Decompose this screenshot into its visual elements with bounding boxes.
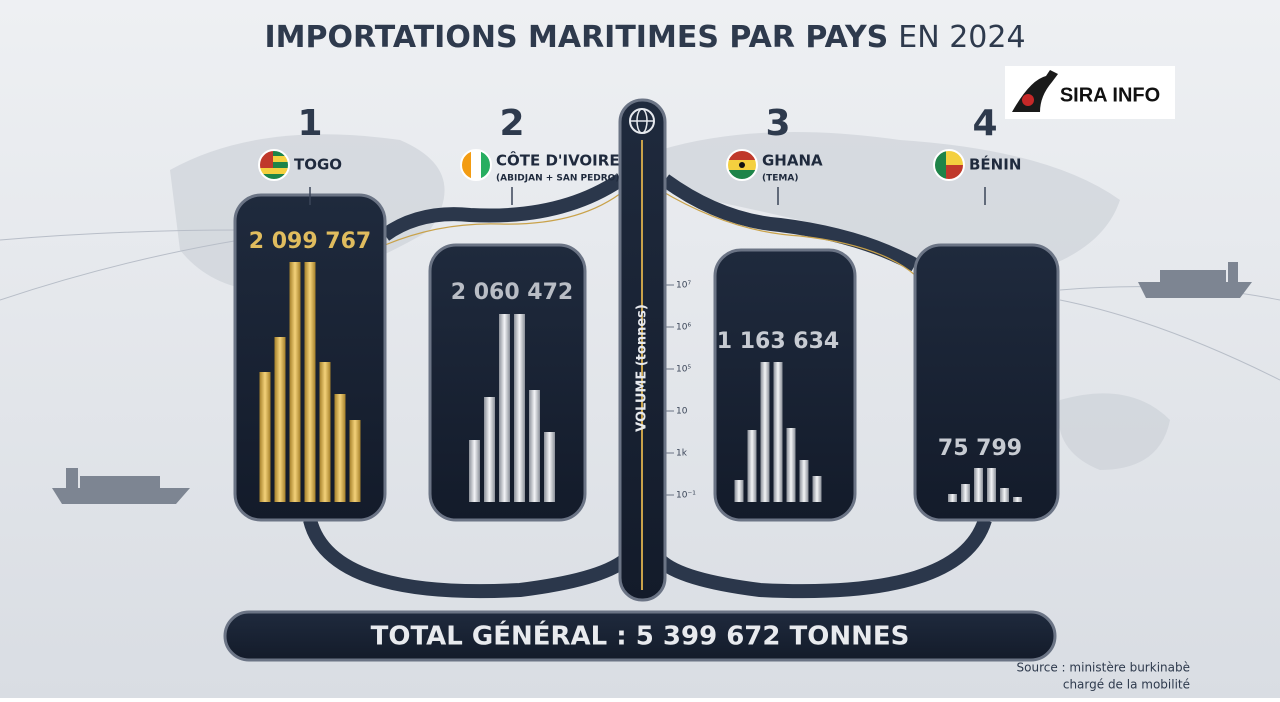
flag bbox=[726, 149, 758, 181]
flag-part bbox=[727, 150, 757, 160]
value: 1 163 634 bbox=[717, 329, 839, 354]
decorative-bar bbox=[289, 262, 301, 502]
logo-text: SIRA INFO bbox=[1060, 84, 1160, 106]
total-bar bbox=[223, 610, 1057, 662]
decorative-bar bbox=[961, 484, 970, 502]
country-name: CÔTE D'IVOIRE bbox=[496, 151, 620, 170]
flag-part bbox=[471, 150, 481, 180]
source: Source : ministère burkinabè bbox=[1017, 661, 1190, 675]
value: 2 060 472 bbox=[451, 280, 573, 305]
decorative-bar bbox=[499, 314, 510, 502]
title-main: IMPORTATIONS MARITIMES PAR PAYS bbox=[264, 20, 888, 55]
gold-lines bbox=[384, 189, 916, 276]
scale-tick-label: 10⁻¹ bbox=[676, 491, 696, 501]
country-headers: 1 TOGO 2 099 767 2 CÔTE D'IVOIRE (ABIDJAN + S… bbox=[249, 103, 1022, 461]
scale-tick-label: 1k bbox=[676, 449, 688, 459]
flag-ring bbox=[933, 149, 965, 181]
logo: SIRA INFO bbox=[1005, 66, 1175, 119]
flag-part bbox=[259, 150, 289, 156]
flag-part bbox=[481, 150, 491, 180]
flag-part bbox=[259, 162, 289, 168]
decorative-bar bbox=[974, 468, 983, 502]
decorative-bar bbox=[349, 420, 361, 502]
decorative-bar bbox=[484, 397, 495, 502]
flag bbox=[933, 149, 965, 181]
decorative-bar bbox=[514, 314, 525, 502]
decorative-bar bbox=[319, 362, 331, 502]
flag-ring bbox=[726, 149, 758, 181]
logo-icon bbox=[1022, 94, 1034, 106]
source: chargé de la mobilité bbox=[1063, 678, 1190, 692]
scale-tick-label: 10 bbox=[676, 407, 688, 417]
decorative-bar bbox=[259, 372, 271, 502]
decorative-bar bbox=[812, 476, 822, 502]
country-name: GHANA bbox=[762, 152, 823, 170]
flag-ring bbox=[258, 149, 290, 181]
scale-tick-label: 10⁵ bbox=[676, 365, 691, 375]
scale-ticks: 10⁷ 10⁶ 10⁵ 10 1k 10⁻¹ bbox=[666, 281, 696, 501]
flag-part bbox=[727, 170, 757, 180]
rank: 2 bbox=[499, 103, 524, 144]
country-detail: (TEMA) bbox=[762, 174, 798, 184]
flag-part bbox=[259, 174, 289, 180]
decorative-bar bbox=[773, 362, 783, 502]
decorative-bar bbox=[274, 337, 286, 502]
decorative-bar bbox=[334, 394, 346, 502]
title-year: EN 2024 bbox=[898, 20, 1025, 55]
country-name: TOGO bbox=[294, 156, 342, 174]
decorative-bar bbox=[529, 390, 540, 502]
decorative-bar bbox=[544, 432, 555, 502]
value: 75 799 bbox=[938, 436, 1022, 461]
flag-inner bbox=[461, 150, 491, 180]
rank: 1 bbox=[297, 103, 322, 144]
flag-part bbox=[259, 156, 289, 162]
decorative-bar bbox=[1013, 497, 1022, 502]
scale-tick-label: 10⁶ bbox=[676, 323, 691, 333]
decorative-bar bbox=[786, 428, 796, 502]
decorative-bar bbox=[747, 430, 757, 502]
scale-tick-label: 10⁷ bbox=[676, 281, 691, 291]
decorative-bar bbox=[799, 460, 809, 502]
total-text: TOTAL GÉNÉRAL : 5 399 672 TONNES bbox=[371, 620, 910, 652]
decorative-bar bbox=[469, 440, 480, 502]
decorative-bar bbox=[1000, 488, 1009, 502]
country-name: BÉNIN bbox=[969, 155, 1021, 174]
ships bbox=[52, 262, 1252, 504]
panel bbox=[913, 243, 1060, 522]
decorative-bar bbox=[734, 480, 744, 502]
title: IMPORTATIONS MARITIMES PAR PAYS EN 2024 bbox=[264, 20, 1025, 55]
flag bbox=[460, 149, 492, 181]
flag-part bbox=[739, 162, 745, 168]
flag-part bbox=[461, 150, 471, 180]
flow-ribbons bbox=[303, 174, 992, 599]
scale-label: VOLUME (tonnes) bbox=[635, 304, 650, 432]
flag-inner bbox=[727, 150, 757, 180]
rank: 4 bbox=[972, 103, 997, 144]
decorative-bars bbox=[259, 262, 1022, 502]
flag bbox=[258, 149, 290, 181]
flag-ring bbox=[460, 149, 492, 181]
country-detail: (ABIDJAN + SAN PEDRO) bbox=[496, 174, 619, 184]
decorative-bar bbox=[987, 468, 996, 502]
panel bbox=[713, 248, 857, 522]
flag-part bbox=[259, 168, 289, 174]
decorative-bar bbox=[760, 362, 770, 502]
decorative-bar bbox=[948, 494, 957, 502]
value: 2 099 767 bbox=[249, 229, 371, 254]
decorative-bar bbox=[304, 262, 316, 502]
rank: 3 bbox=[765, 103, 790, 144]
